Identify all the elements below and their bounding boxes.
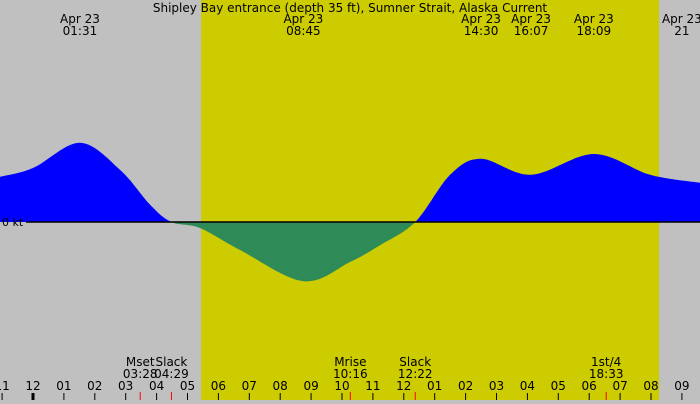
peak-time-label: 16:07 [514,24,549,38]
event-label: Slack [399,355,431,369]
hour-tick-label: 09 [303,379,318,393]
hour-tick-label: 02 [458,379,473,393]
event-time-label: 03:28 [123,367,158,381]
peak-date-label: Apr 23 [662,12,700,26]
hour-tick-label: 06 [582,379,597,393]
hour-tick-label: 08 [273,379,288,393]
peak-time-label: 01:31 [63,24,98,38]
hour-tick-label: 03 [489,379,504,393]
peak-date-label: Apr 23 [283,12,323,26]
hour-tick-label: 11 [365,379,380,393]
event-label: Mset [126,355,155,369]
event-label: Mrise [334,355,366,369]
hour-tick-label: 01 [56,379,71,393]
event-time-label: 12:22 [398,367,433,381]
hour-tick-label: 04 [520,379,535,393]
peak-date-label: Apr 23 [461,12,501,26]
peak-date-label: Apr 23 [60,12,100,26]
hour-tick-label: 07 [242,379,257,393]
event-label: 1st/4 [591,355,621,369]
flood-current-area [0,142,700,222]
event-time-label: 10:16 [333,367,368,381]
peak-time-label: 18:09 [577,24,612,38]
hour-tick-label: 06 [211,379,226,393]
hour-tick-label: 07 [612,379,627,393]
peak-date-label: Apr 23 [574,12,614,26]
hour-tick-label: 05 [551,379,566,393]
peak-time-label: 21 [674,24,689,38]
hour-tick-label: 08 [643,379,658,393]
hour-tick-label: 12 [396,379,411,393]
peak-time-label: 14:30 [464,24,499,38]
peak-date-label: Apr 23 [511,12,551,26]
ebb-current-area [0,222,700,282]
hour-tick-label: 01 [427,379,442,393]
hour-tick-label: 03 [118,379,133,393]
hour-tick-label: 05 [180,379,195,393]
peak-time-label: 08:45 [286,24,321,38]
event-label: Slack [156,355,188,369]
chart-title: Shipley Bay entrance (depth 35 ft), Sumn… [153,1,548,15]
hour-tick-label: 12 [25,379,40,393]
hour-tick-label: 10 [334,379,349,393]
hour-tick-label: 04 [149,379,164,393]
hour-tick-label: 11 [0,379,10,393]
zero-label: 0 kt [2,216,24,229]
hour-tick-label: 02 [87,379,102,393]
event-time-label: 18:33 [589,367,624,381]
hour-tick-label: 09 [674,379,689,393]
event-time-label: 04:29 [154,367,189,381]
